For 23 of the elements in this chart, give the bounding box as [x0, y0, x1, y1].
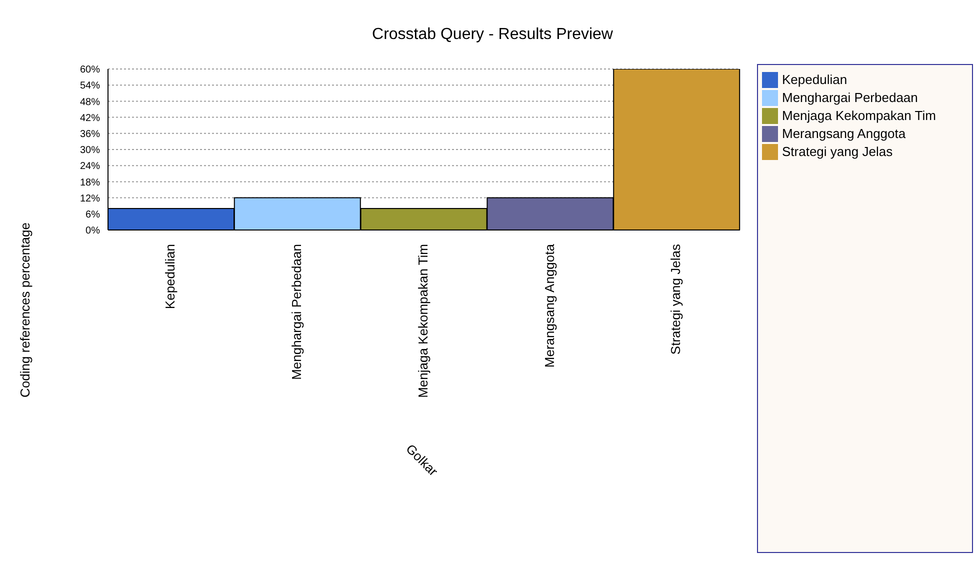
y-tick-label: 60% [80, 64, 100, 76]
chart-title: Crosstab Query - Results Preview [371, 26, 614, 44]
y-tick-label: 54% [80, 80, 100, 92]
legend-label: Strategi yang Jelas [782, 144, 893, 159]
legend-label: Kepedulian [782, 72, 848, 87]
x-tick-label: Merangsang Anggota [542, 243, 557, 368]
y-tick-label: 12% [80, 193, 100, 204]
x-tick-label: Strategi yang Jelas [668, 244, 684, 355]
y-axis-title: Coding references percentage [18, 222, 32, 398]
x-tick-label: Kepedulian [162, 244, 178, 310]
legend-label: Menghargai Perbedaan [782, 90, 918, 105]
legend-label: Merangsang Anggota [782, 126, 906, 141]
y-tick-label: 24% [80, 161, 100, 172]
y-tick-label: 36% [80, 128, 100, 140]
legend-label: Menjaga Kekompakan Tim [782, 108, 936, 123]
y-tick-label: 6% [86, 209, 100, 220]
y-tick-label: 30% [80, 145, 100, 156]
x-tick-label: Menjaga Kekompakan Tim [415, 244, 430, 398]
y-tick-label: 48% [80, 96, 100, 108]
y-tick-label: 42% [80, 112, 100, 124]
y-tick-label: 0% [86, 226, 100, 237]
y-tick-label: 18% [80, 177, 100, 188]
x-tick-label: Menghargai Perbedaan [289, 244, 304, 380]
